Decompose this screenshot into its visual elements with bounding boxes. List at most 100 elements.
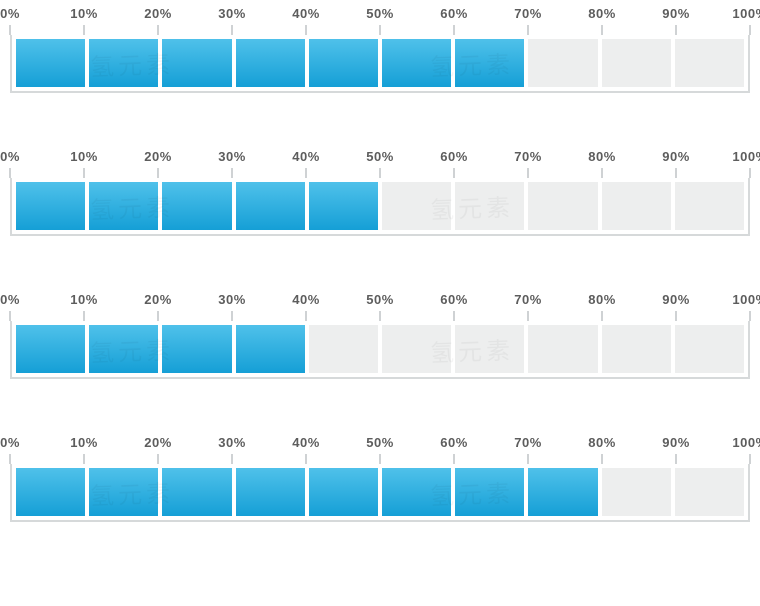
scale-labels: 0%10%20%30%40%50%60%70%80%90%100% bbox=[10, 149, 750, 168]
tick bbox=[675, 454, 677, 464]
tick bbox=[749, 25, 751, 35]
scale-label: 90% bbox=[662, 435, 690, 450]
scale-label: 80% bbox=[588, 149, 616, 164]
tick bbox=[83, 25, 85, 35]
tick bbox=[231, 454, 233, 464]
scale-label: 30% bbox=[218, 149, 246, 164]
progress-bar-2: 0%10%20%30%40%50%60%70%80%90%100%氢元素氢元素 bbox=[10, 149, 750, 236]
scale-ticks bbox=[10, 454, 750, 464]
segment-empty bbox=[675, 39, 744, 87]
tick bbox=[601, 311, 603, 321]
bar-track bbox=[10, 321, 750, 379]
segment-filled bbox=[89, 468, 158, 516]
scale-label: 90% bbox=[662, 149, 690, 164]
progress-bar-1: 0%10%20%30%40%50%60%70%80%90%100%氢元素氢元素 bbox=[10, 6, 750, 93]
scale-label: 100% bbox=[732, 292, 760, 307]
tick bbox=[453, 311, 455, 321]
segment-filled bbox=[89, 39, 158, 87]
segment-filled bbox=[89, 182, 158, 230]
scale-label: 60% bbox=[440, 149, 468, 164]
segment-filled bbox=[236, 182, 305, 230]
tick bbox=[601, 25, 603, 35]
tick bbox=[83, 454, 85, 464]
scale-label: 30% bbox=[218, 292, 246, 307]
scale-label: 100% bbox=[732, 435, 760, 450]
segment-filled bbox=[528, 468, 597, 516]
tick bbox=[675, 25, 677, 35]
segment-empty bbox=[528, 325, 597, 373]
scale-label: 20% bbox=[144, 435, 172, 450]
segment-filled bbox=[455, 468, 524, 516]
segment-filled bbox=[162, 325, 231, 373]
scale-label: 90% bbox=[662, 292, 690, 307]
tick bbox=[231, 25, 233, 35]
tick bbox=[231, 311, 233, 321]
scale-labels: 0%10%20%30%40%50%60%70%80%90%100% bbox=[10, 435, 750, 454]
scale-label: 70% bbox=[514, 149, 542, 164]
scale-label: 0% bbox=[0, 435, 20, 450]
segment-filled bbox=[309, 39, 378, 87]
bar-track bbox=[10, 464, 750, 522]
scale-label: 70% bbox=[514, 6, 542, 21]
segment-filled bbox=[16, 325, 85, 373]
scale-label: 40% bbox=[292, 6, 320, 21]
scale-label: 80% bbox=[588, 435, 616, 450]
tick bbox=[527, 454, 529, 464]
segment-filled bbox=[236, 325, 305, 373]
segment-empty bbox=[675, 182, 744, 230]
tick bbox=[9, 168, 11, 178]
segment-empty bbox=[675, 325, 744, 373]
scale-label: 80% bbox=[588, 292, 616, 307]
segment-filled bbox=[16, 182, 85, 230]
tick bbox=[83, 311, 85, 321]
tick bbox=[749, 454, 751, 464]
segment-filled bbox=[455, 39, 524, 87]
scale-ticks bbox=[10, 25, 750, 35]
scale-label: 40% bbox=[292, 149, 320, 164]
tick bbox=[157, 168, 159, 178]
bar-track bbox=[10, 178, 750, 236]
tick bbox=[231, 168, 233, 178]
scale-ticks bbox=[10, 311, 750, 321]
tick bbox=[749, 168, 751, 178]
scale-label: 10% bbox=[70, 435, 98, 450]
bar-track bbox=[10, 35, 750, 93]
scale-labels: 0%10%20%30%40%50%60%70%80%90%100% bbox=[10, 6, 750, 25]
tick bbox=[305, 168, 307, 178]
progress-bars-infographic: 0%10%20%30%40%50%60%70%80%90%100%氢元素氢元素0… bbox=[0, 6, 760, 522]
scale-label: 60% bbox=[440, 435, 468, 450]
scale-label: 60% bbox=[440, 6, 468, 21]
tick bbox=[379, 454, 381, 464]
segment-filled bbox=[162, 39, 231, 87]
tick bbox=[675, 311, 677, 321]
segment-filled bbox=[382, 39, 451, 87]
progress-bar-3: 0%10%20%30%40%50%60%70%80%90%100%氢元素氢元素 bbox=[10, 292, 750, 379]
scale-label: 30% bbox=[218, 6, 246, 21]
segment-empty bbox=[675, 468, 744, 516]
segment-filled bbox=[16, 39, 85, 87]
tick bbox=[83, 168, 85, 178]
segment-empty bbox=[528, 182, 597, 230]
scale-labels: 0%10%20%30%40%50%60%70%80%90%100% bbox=[10, 292, 750, 311]
scale-label: 70% bbox=[514, 292, 542, 307]
tick bbox=[379, 25, 381, 35]
tick bbox=[453, 25, 455, 35]
segment-empty bbox=[382, 325, 451, 373]
tick bbox=[379, 168, 381, 178]
scale-label: 10% bbox=[70, 292, 98, 307]
segment-empty bbox=[528, 39, 597, 87]
scale-label: 20% bbox=[144, 292, 172, 307]
tick bbox=[9, 454, 11, 464]
scale-label: 40% bbox=[292, 435, 320, 450]
segment-filled bbox=[162, 468, 231, 516]
tick bbox=[527, 311, 529, 321]
segment-filled bbox=[162, 182, 231, 230]
tick bbox=[157, 454, 159, 464]
tick bbox=[379, 311, 381, 321]
segment-filled bbox=[309, 468, 378, 516]
scale-label: 0% bbox=[0, 149, 20, 164]
segment-empty bbox=[309, 325, 378, 373]
progress-bar-4: 0%10%20%30%40%50%60%70%80%90%100%氢元素氢元素 bbox=[10, 435, 750, 522]
scale-label: 0% bbox=[0, 6, 20, 21]
scale-label: 20% bbox=[144, 6, 172, 21]
